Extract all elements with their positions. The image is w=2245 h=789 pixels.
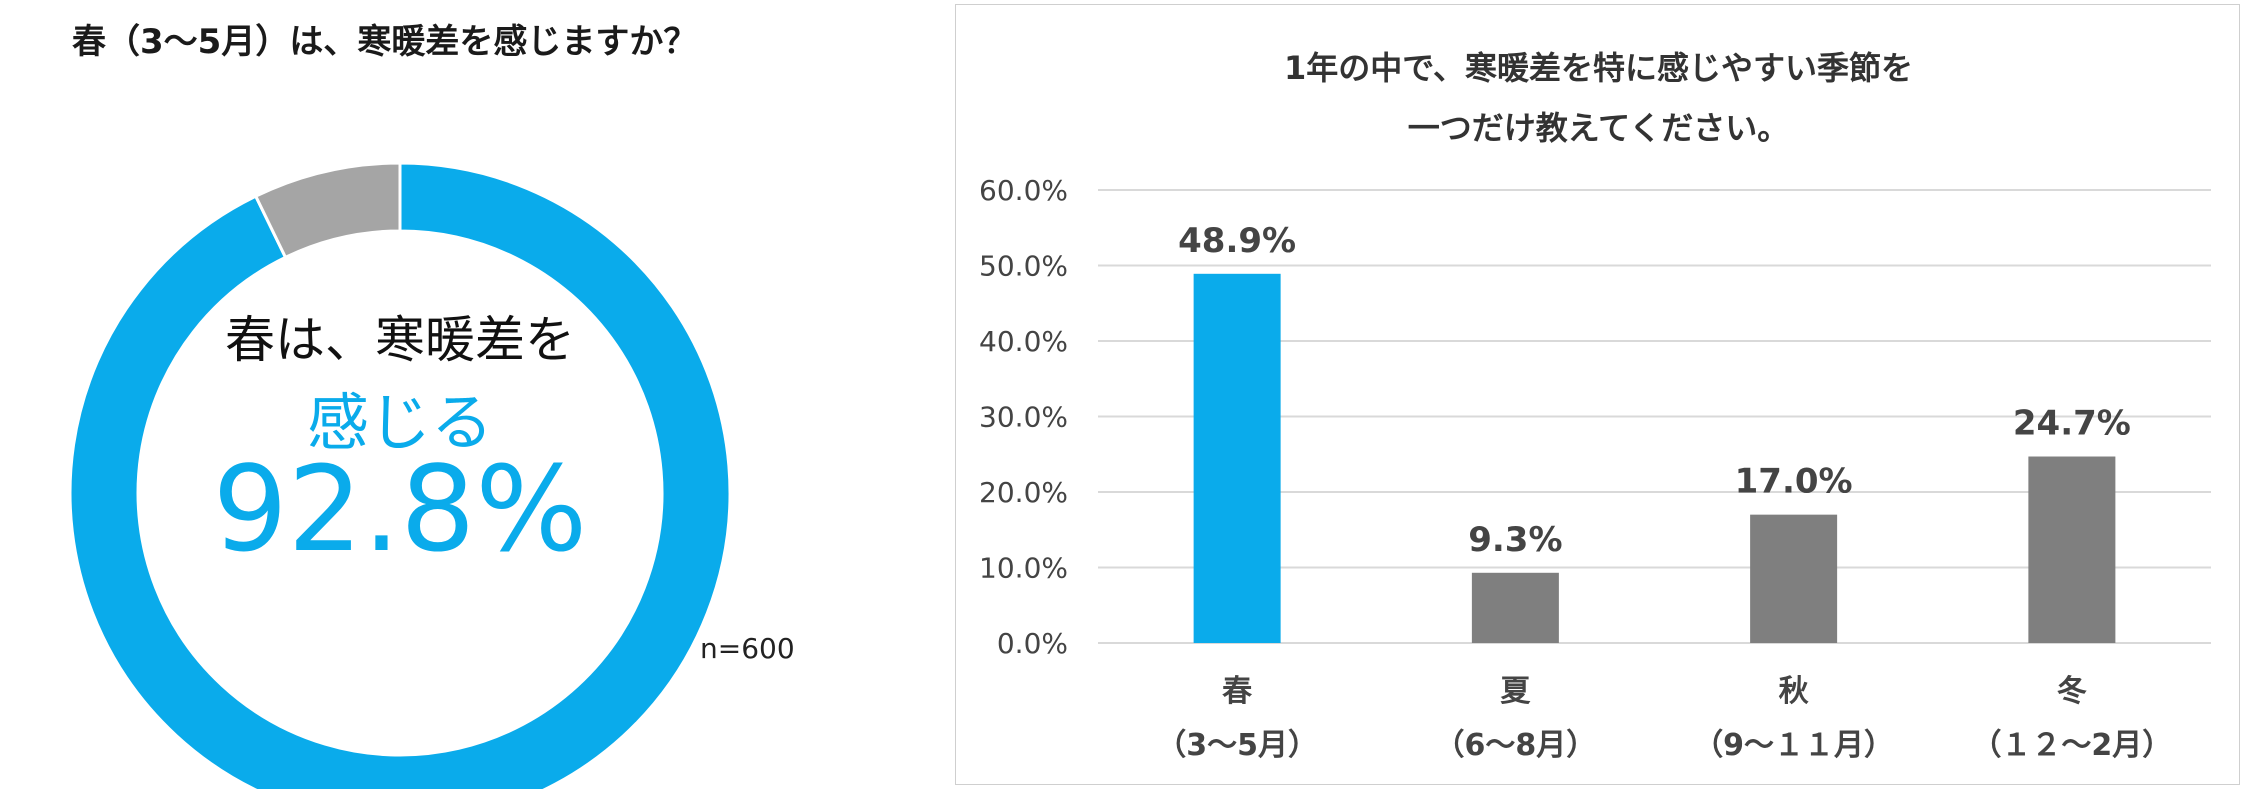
donut-center-text-2: 感じる	[306, 386, 494, 459]
y-tick-label: 0.0%	[997, 627, 1068, 660]
y-tick-label: 40.0%	[979, 325, 1068, 358]
y-tick-label: 30.0%	[979, 401, 1068, 434]
x-category-label: 秋	[1779, 674, 1809, 709]
donut-slice-0	[68, 161, 732, 789]
x-category-label: 冬	[2057, 674, 2087, 709]
bar-value-label: 48.9%	[1178, 221, 1296, 261]
x-category-sublabel: （9～１１月）	[1693, 728, 1894, 763]
bar-chart: 0.0% 10.0% 20.0% 30.0% 40.0% 50.0% 60.0% 48.9% 春…	[979, 174, 2211, 763]
x-category-label: 春	[1222, 674, 1252, 709]
donut-title: 春（3～5月）は、寒暖差を感じますか？	[72, 22, 698, 62]
bar-3	[2028, 456, 2116, 643]
bar-0	[1193, 273, 1281, 643]
x-category-sublabel: （6～8月）	[1435, 728, 1597, 763]
donut-center-value: 92.8%	[212, 440, 588, 578]
bar-chart-title-line1: 1年の中で、寒暖差を特に感じやすい季節を	[1284, 49, 1913, 87]
bar-value-label: 24.7%	[2013, 404, 2131, 444]
bar-value-label: 9.3%	[1468, 520, 1562, 560]
bar-value-label: 17.0%	[1735, 462, 1853, 502]
donut-slice-1	[253, 161, 402, 260]
bar-2	[1750, 514, 1838, 643]
bar-chart-panel: 1年の中で、寒暖差を特に感じやすい季節を 一つだけ教えてください。 0.0% 10…	[955, 4, 2240, 785]
donut-center-text-1: 春は、寒暖差を	[225, 311, 575, 369]
bar-1	[1471, 572, 1559, 643]
sample-size-label: n=600	[700, 632, 795, 665]
x-category-sublabel: （１２～2月）	[1971, 728, 2172, 763]
donut-chart	[68, 161, 732, 789]
x-category-label: 夏	[1500, 674, 1531, 709]
donut-panel: 春（3～5月）は、寒暖差を感じますか？ 春は、寒暖差を 感じる 92.8% n=…	[0, 0, 940, 789]
y-tick-label: 60.0%	[979, 174, 1068, 207]
bar-chart-title-line2: 一つだけ教えてください。	[1407, 109, 1790, 147]
y-tick-label: 10.0%	[979, 552, 1068, 585]
y-tick-label: 50.0%	[979, 250, 1068, 283]
y-tick-label: 20.0%	[979, 476, 1068, 509]
x-category-sublabel: （3～5月）	[1156, 728, 1318, 763]
